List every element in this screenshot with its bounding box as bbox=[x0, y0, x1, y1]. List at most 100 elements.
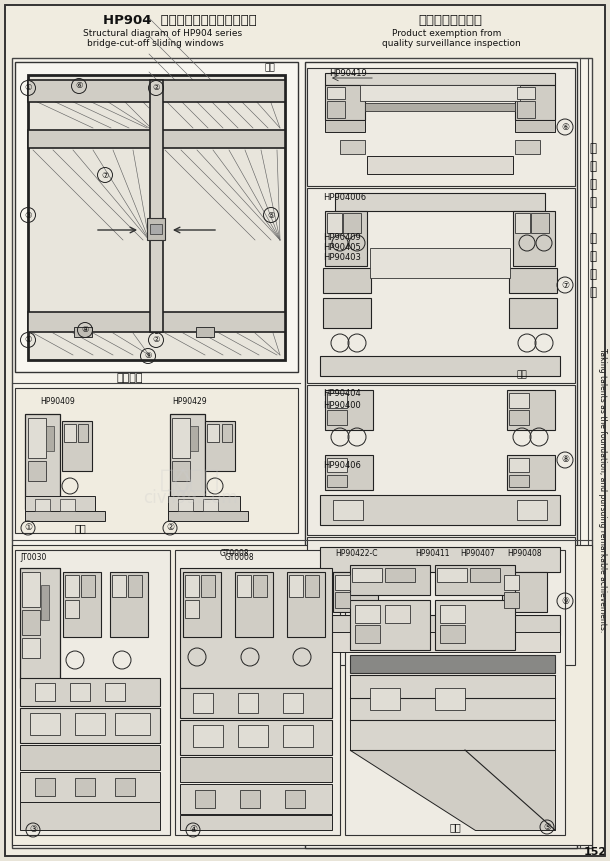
Bar bbox=[335, 575, 350, 590]
Bar bbox=[196, 327, 214, 337]
Bar bbox=[35, 683, 55, 701]
Text: ②: ② bbox=[152, 84, 160, 92]
Bar bbox=[185, 575, 199, 597]
Bar bbox=[168, 511, 248, 521]
Bar bbox=[180, 688, 332, 718]
Bar bbox=[515, 85, 555, 120]
Text: Product exemption from: Product exemption from bbox=[392, 28, 501, 38]
Bar bbox=[180, 568, 332, 688]
Bar bbox=[305, 575, 319, 597]
Bar bbox=[222, 424, 232, 442]
Bar bbox=[28, 130, 285, 148]
Bar bbox=[193, 725, 223, 747]
Text: 室外: 室外 bbox=[449, 822, 461, 832]
Bar bbox=[60, 499, 75, 511]
Bar bbox=[515, 140, 540, 154]
Bar bbox=[340, 140, 365, 154]
Text: 室外: 室外 bbox=[517, 370, 528, 380]
Text: bridge-cut-off sliding windows: bridge-cut-off sliding windows bbox=[87, 39, 223, 47]
Bar bbox=[183, 572, 221, 637]
Bar bbox=[150, 224, 162, 234]
Text: HP904  系列断桥隔热推拉窗结构图: HP904 系列断桥隔热推拉窗结构图 bbox=[103, 14, 257, 27]
Bar bbox=[62, 421, 92, 471]
Bar bbox=[238, 725, 268, 747]
Bar bbox=[307, 385, 575, 535]
Bar bbox=[20, 772, 160, 802]
Text: 室外: 室外 bbox=[74, 523, 86, 533]
Text: ⑦: ⑦ bbox=[101, 170, 109, 179]
Bar bbox=[333, 572, 378, 612]
Text: ①: ① bbox=[24, 523, 32, 532]
Bar bbox=[307, 537, 575, 665]
Bar bbox=[327, 101, 345, 118]
Text: ⑥: ⑥ bbox=[75, 82, 83, 90]
Bar bbox=[283, 693, 303, 713]
Text: Structural diagram of HP904 series: Structural diagram of HP904 series bbox=[84, 28, 243, 38]
Bar bbox=[63, 572, 101, 637]
Bar bbox=[323, 298, 371, 328]
Bar bbox=[175, 550, 340, 835]
Bar bbox=[327, 393, 347, 408]
Text: 越: 越 bbox=[589, 286, 597, 299]
Bar bbox=[28, 461, 46, 481]
Bar bbox=[504, 575, 519, 590]
Bar bbox=[507, 455, 555, 490]
Text: HP904006: HP904006 bbox=[323, 194, 366, 202]
Bar bbox=[172, 461, 190, 481]
Bar bbox=[15, 62, 298, 372]
Text: 卓: 卓 bbox=[589, 268, 597, 281]
Bar bbox=[105, 683, 125, 701]
Bar bbox=[323, 268, 371, 293]
Bar bbox=[28, 312, 285, 332]
Bar bbox=[320, 615, 560, 635]
Bar bbox=[325, 85, 365, 120]
Text: civil99.com: civil99.com bbox=[143, 489, 237, 507]
Bar bbox=[20, 568, 60, 688]
Bar bbox=[367, 156, 513, 174]
Bar bbox=[335, 193, 545, 211]
Polygon shape bbox=[350, 750, 555, 830]
Bar bbox=[201, 575, 215, 597]
Bar bbox=[307, 68, 575, 186]
Bar bbox=[65, 575, 79, 597]
Bar bbox=[20, 708, 160, 743]
Text: HP90408: HP90408 bbox=[507, 548, 542, 558]
Bar bbox=[20, 745, 160, 770]
Bar bbox=[507, 390, 555, 430]
Bar bbox=[385, 605, 410, 623]
Bar bbox=[15, 550, 170, 835]
Text: ③: ③ bbox=[24, 210, 32, 220]
Bar bbox=[22, 610, 40, 635]
Bar bbox=[517, 101, 535, 118]
Bar bbox=[207, 424, 219, 442]
Bar bbox=[28, 75, 285, 360]
Bar bbox=[435, 688, 465, 710]
Bar bbox=[350, 675, 555, 750]
Text: ②: ② bbox=[166, 523, 174, 532]
Text: 本: 本 bbox=[589, 195, 597, 208]
Bar bbox=[320, 632, 560, 652]
Text: HP90406: HP90406 bbox=[323, 461, 361, 469]
Text: Taking talents as the foundation, and pursuing remarkable achievements.: Taking talents as the foundation, and pu… bbox=[598, 348, 606, 632]
Bar bbox=[515, 213, 530, 233]
Text: HP90409: HP90409 bbox=[323, 233, 361, 243]
Bar bbox=[235, 572, 273, 637]
Bar bbox=[193, 693, 213, 713]
Text: ⑥: ⑥ bbox=[561, 122, 569, 132]
Bar bbox=[509, 298, 557, 328]
Bar bbox=[237, 575, 251, 597]
Text: HP90407: HP90407 bbox=[460, 548, 495, 558]
Text: HP90405: HP90405 bbox=[323, 244, 361, 252]
Bar bbox=[437, 568, 467, 582]
Bar bbox=[20, 678, 160, 706]
Text: quality surveillance inspection: quality surveillance inspection bbox=[382, 39, 520, 47]
Bar bbox=[28, 80, 285, 102]
Bar bbox=[502, 572, 547, 612]
Text: HP90400: HP90400 bbox=[323, 400, 361, 410]
Bar bbox=[335, 592, 350, 608]
Bar bbox=[75, 713, 105, 735]
Bar bbox=[115, 713, 150, 735]
Text: 追: 追 bbox=[589, 232, 597, 245]
Text: HP90422-C: HP90422-C bbox=[335, 548, 378, 558]
Text: 国家质量免检产品: 国家质量免检产品 bbox=[418, 14, 482, 27]
